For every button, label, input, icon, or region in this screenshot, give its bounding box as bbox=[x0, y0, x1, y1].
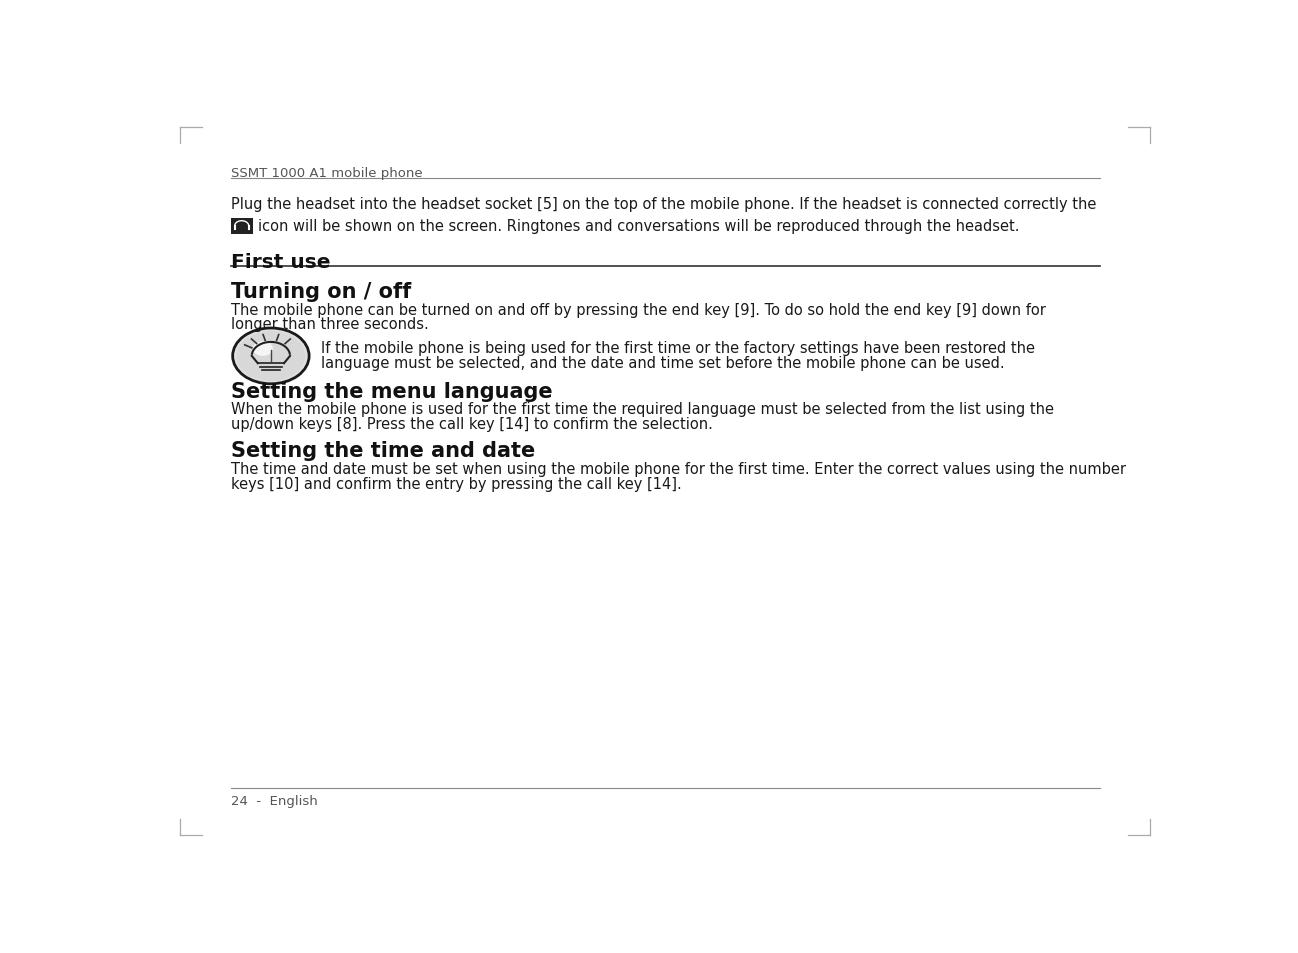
Text: icon will be shown on the screen. Ringtones and conversations will be reproduced: icon will be shown on the screen. Ringto… bbox=[258, 218, 1019, 233]
Text: SSMT 1000 A1 mobile phone: SSMT 1000 A1 mobile phone bbox=[231, 167, 422, 180]
Text: First use: First use bbox=[231, 253, 330, 272]
Text: language must be selected, and the date and time set before the mobile phone can: language must be selected, and the date … bbox=[321, 355, 1005, 371]
Text: Setting the menu language: Setting the menu language bbox=[231, 381, 552, 401]
FancyBboxPatch shape bbox=[231, 218, 253, 234]
Text: longer than three seconds.: longer than three seconds. bbox=[231, 317, 428, 332]
Text: 24  -  English: 24 - English bbox=[231, 795, 318, 807]
Text: Setting the time and date: Setting the time and date bbox=[231, 441, 535, 461]
Text: keys [10] and confirm the entry by pressing the call key [14].: keys [10] and confirm the entry by press… bbox=[231, 476, 681, 491]
Circle shape bbox=[236, 332, 305, 381]
Text: up/down keys [8]. Press the call key [14] to confirm the selection.: up/down keys [8]. Press the call key [14… bbox=[231, 416, 713, 432]
Circle shape bbox=[232, 329, 309, 384]
Text: If the mobile phone is being used for the first time or the factory settings hav: If the mobile phone is being used for th… bbox=[321, 341, 1036, 356]
Text: When the mobile phone is used for the first time the required language must be s: When the mobile phone is used for the fi… bbox=[231, 402, 1054, 417]
Circle shape bbox=[253, 342, 273, 356]
Text: The time and date must be set when using the mobile phone for the first time. En: The time and date must be set when using… bbox=[231, 461, 1125, 476]
Text: Plug the headset into the headset socket [5] on the top of the mobile phone. If : Plug the headset into the headset socket… bbox=[231, 196, 1096, 212]
Text: The mobile phone can be turned on and off by pressing the end key [9]. To do so : The mobile phone can be turned on and of… bbox=[231, 302, 1045, 317]
Text: Turning on / off: Turning on / off bbox=[231, 282, 411, 302]
